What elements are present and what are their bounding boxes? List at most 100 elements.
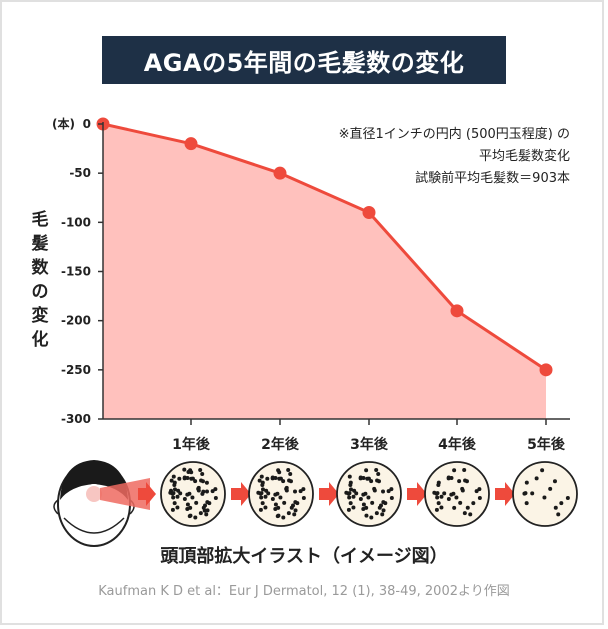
hair-dot	[366, 495, 371, 500]
hair-dot	[205, 489, 210, 494]
face-line-icon	[63, 517, 125, 534]
hair-dot	[198, 511, 203, 516]
y-ticks: 0 -50 -100 -150 -200 -250 -300 (本)	[52, 116, 103, 426]
hair-dot	[348, 487, 353, 492]
hair-dot	[194, 500, 199, 505]
hair-dot	[175, 505, 180, 510]
hair-dot	[449, 492, 454, 497]
hair-dot	[293, 508, 298, 513]
hair-dot	[185, 475, 190, 480]
hair-dot	[348, 501, 353, 506]
hair-dot	[260, 487, 265, 492]
hair-dot	[347, 474, 352, 479]
hair-dot	[292, 512, 297, 517]
hair-dot	[293, 500, 298, 505]
hair-dot	[284, 485, 289, 490]
hair-dot	[288, 471, 293, 476]
hair-dot	[454, 495, 459, 500]
hair-dot	[259, 474, 264, 479]
hair-dot	[477, 495, 482, 500]
hair-dot	[257, 478, 262, 483]
hair-dot	[457, 479, 462, 484]
hair-dot	[369, 479, 374, 484]
hair-dot	[381, 508, 386, 513]
hair-dot	[265, 476, 270, 481]
y-tick-label: -200	[61, 314, 91, 328]
data-point	[450, 304, 464, 318]
hair-dot	[205, 508, 210, 513]
hair-dot	[524, 501, 529, 506]
hair-dot	[172, 501, 177, 506]
scalp-circle	[512, 461, 578, 527]
series-polyline	[102, 122, 547, 372]
hair-dot	[346, 507, 351, 512]
hair-dot	[364, 468, 369, 473]
hair-dot	[282, 500, 287, 505]
hair-dot	[203, 503, 208, 508]
data-point	[539, 363, 553, 377]
ear-left-icon	[53, 499, 59, 515]
hair-dot	[172, 487, 177, 492]
hair-dot	[463, 478, 468, 483]
chart-note: ※直径1インチの円内 (500円玉程度) の 平均毛髪数変化 試験前平均毛髪数＝…	[300, 124, 570, 190]
hair-dot	[548, 486, 553, 491]
hair-dot	[213, 495, 218, 500]
hair-dot	[185, 492, 190, 497]
hair-dot	[287, 478, 292, 483]
hair-dot	[210, 489, 215, 494]
hair-dot	[436, 501, 441, 506]
hair-dot	[348, 482, 353, 487]
hair-dot	[347, 491, 352, 496]
hair-dot	[275, 514, 280, 519]
hair-dot	[364, 513, 369, 518]
hair-dot	[175, 494, 180, 499]
hair-dot	[286, 468, 291, 473]
note-line-3: 試験前平均毛髪数＝903本	[415, 171, 570, 186]
hair-dot	[196, 485, 201, 490]
hair-dot	[361, 492, 366, 497]
hair-dot	[263, 494, 268, 499]
hair-dot	[205, 500, 210, 505]
magnify-beam-icon	[100, 478, 150, 510]
note-line-1: ※直径1インチの円内 (500円玉程度) の	[338, 127, 570, 142]
hair-dot	[376, 471, 381, 476]
hair-dot	[460, 488, 465, 493]
hair-dot	[281, 479, 286, 484]
scalp-circle	[424, 461, 490, 527]
hair-dot	[256, 490, 261, 495]
hair-dot	[199, 478, 204, 483]
hair-dot	[534, 476, 539, 481]
hair-dot	[361, 502, 366, 507]
hair-dot	[452, 468, 457, 473]
hair-dot	[524, 480, 529, 485]
hair-dot	[172, 482, 177, 487]
hair-dot	[213, 487, 218, 492]
hair-dot	[471, 501, 476, 506]
hair-dot	[201, 489, 206, 494]
hair-dot	[375, 478, 380, 483]
hair-dot	[364, 505, 369, 510]
hair-dot	[169, 478, 174, 483]
y-unit-label: (本)	[52, 116, 75, 131]
hair-dot	[204, 512, 209, 517]
hair-dot	[189, 476, 194, 481]
hair-dot	[530, 491, 535, 496]
hair-dot	[273, 502, 278, 507]
hair-dot	[468, 512, 473, 517]
hair-dot	[168, 490, 173, 495]
arrow-right-icon	[407, 482, 427, 506]
hair-dot	[178, 491, 183, 496]
hair-dot	[542, 495, 547, 500]
hair-dot	[301, 487, 306, 492]
hair-dot	[369, 515, 374, 520]
hair-dot	[462, 468, 467, 473]
hair-dot	[260, 501, 265, 506]
hair-dot	[260, 482, 265, 487]
data-point	[362, 206, 376, 219]
hair-dot	[477, 487, 482, 492]
hair-dot	[452, 505, 457, 510]
y-label-char: 毛	[31, 210, 49, 230]
hair-dot	[351, 494, 356, 499]
